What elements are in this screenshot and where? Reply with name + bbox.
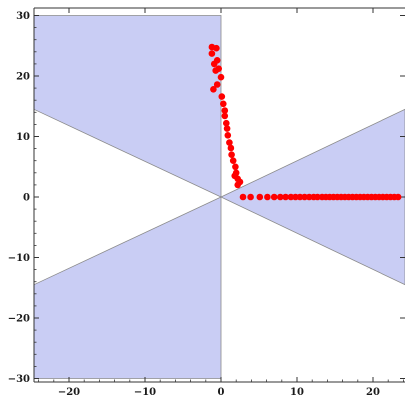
x-tick-label: 0 bbox=[218, 387, 225, 398]
data-point bbox=[232, 163, 239, 171]
y-tick-label: −10 bbox=[8, 253, 30, 264]
data-point bbox=[220, 100, 227, 108]
axes: −30 −20 −10 0 10 20 30 −20 −10 0 10 20 bbox=[8, 7, 405, 398]
data-point bbox=[228, 151, 235, 158]
data-point bbox=[270, 193, 278, 201]
data-point bbox=[218, 93, 226, 100]
y-tick-label: 20 bbox=[16, 72, 30, 83]
x-tick-label: 20 bbox=[366, 387, 380, 398]
data-point bbox=[231, 172, 238, 180]
data-point bbox=[227, 144, 235, 152]
x-tick-label: −10 bbox=[134, 387, 156, 398]
y-tick-label: 0 bbox=[23, 193, 30, 204]
y-tick-label: −20 bbox=[8, 314, 30, 325]
region-1 bbox=[33, 15, 222, 198]
data-point bbox=[213, 81, 221, 88]
data-point bbox=[239, 193, 247, 201]
data-point bbox=[223, 119, 230, 127]
data-point bbox=[210, 60, 218, 68]
data-point bbox=[221, 112, 229, 120]
data-points bbox=[208, 43, 402, 201]
data-point bbox=[223, 125, 231, 132]
region-2 bbox=[33, 196, 222, 379]
data-point bbox=[213, 44, 220, 52]
data-point bbox=[277, 193, 284, 201]
x-tick-label: 10 bbox=[290, 387, 304, 398]
data-point bbox=[394, 193, 402, 201]
data-point bbox=[301, 193, 308, 201]
data-point bbox=[208, 50, 216, 57]
data-point bbox=[314, 193, 321, 201]
data-point bbox=[287, 193, 295, 201]
shaded-regions bbox=[33, 15, 405, 379]
y-tick-label: 10 bbox=[16, 132, 30, 143]
y-tick-label: 30 bbox=[16, 11, 30, 22]
data-point bbox=[296, 193, 304, 201]
data-point bbox=[247, 193, 254, 201]
x-tick-label: −20 bbox=[58, 387, 80, 398]
data-point bbox=[217, 73, 225, 81]
data-point bbox=[221, 107, 229, 114]
data-point bbox=[224, 132, 232, 139]
data-point bbox=[229, 157, 237, 164]
data-point bbox=[282, 193, 289, 201]
data-point bbox=[226, 139, 233, 146]
data-point bbox=[210, 86, 217, 93]
data-point bbox=[212, 67, 219, 74]
data-point bbox=[264, 193, 271, 201]
data-point bbox=[256, 193, 264, 201]
data-point bbox=[234, 181, 241, 189]
y-tick-label: −30 bbox=[8, 374, 30, 385]
